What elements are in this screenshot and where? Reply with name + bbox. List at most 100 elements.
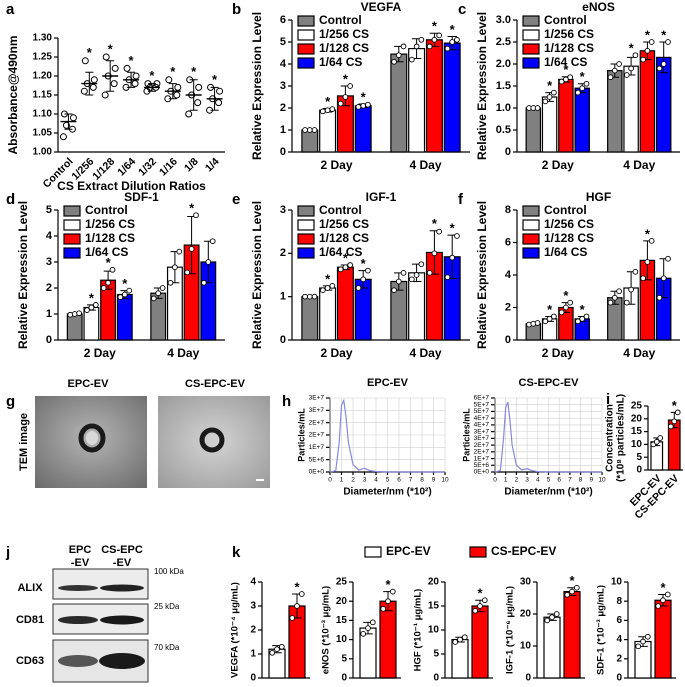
significance-star: * [149,68,155,83]
chart-title: EPC-EV [367,377,409,389]
bar [408,272,426,341]
bar [301,296,319,341]
data-point [342,264,349,271]
significance-star: * [122,276,128,291]
bar [390,53,408,153]
data-point [131,80,139,88]
protein-label: CD63 [16,655,44,667]
x-tick-label: 6 [397,477,401,484]
y-tick-label: 1.25 [33,52,53,63]
y-tick-label: 1 [250,649,256,660]
y-tick-label: 1 [280,124,286,136]
panel-label: e [232,191,240,208]
y-tick-label: 1E+7 [309,444,325,451]
data-point [418,261,425,268]
data-point [551,313,557,320]
data-point [611,294,618,301]
data-point [542,98,549,105]
legend-label: 1/128 CS [319,231,369,245]
x-tick-label: 0 [328,477,332,484]
data-point [607,299,614,306]
legend-swatch [63,233,81,245]
y-axis-title: Particles/mL [296,408,306,462]
y-tick-label: 5 [433,649,439,660]
x-tick-label: 2 Day [84,346,116,360]
y-tick-label: 1.15 [33,90,53,101]
data-point [355,104,362,110]
data-point [101,91,109,99]
y-tick-label: 2 [280,102,286,114]
data-point [656,65,663,72]
y-tick-label: 5 [341,653,347,664]
data-point [426,43,433,50]
x-tick-label: 2 [351,477,355,484]
marker-label: 100 kDa [154,567,184,576]
blot [52,568,149,600]
data-point [418,36,425,43]
y-tick-label: 8 [616,596,622,607]
data-point [329,106,336,112]
x-tick-label: 4 [536,477,540,484]
y-tick-label: 0 [280,334,286,346]
y-tick-label: 2 [46,282,52,294]
y-tick-label: 4 [505,269,512,281]
error-bar [168,83,177,100]
significance-star: * [170,64,176,79]
marker-label: 70 kDa [154,643,180,652]
data-point [110,80,118,88]
band [58,655,98,667]
y-tick-label: 6 [505,236,511,248]
legend-swatch [297,205,315,217]
y-tick-label: 10 [611,577,623,588]
y-tick-label: 25 [336,577,348,588]
y-axis-title: HGF (*10⁻¹ μg/mL) [413,589,424,672]
y-tick-label: 15 [428,601,440,612]
data-point [409,276,415,283]
y-tick-label: 4E+7 [474,415,490,422]
y-tick-label: 0 [341,673,347,684]
data-point [209,238,216,245]
vesicle-core [207,435,217,445]
band [100,584,144,592]
legend-swatch [522,29,540,41]
data-point [544,617,551,624]
data-point [409,56,415,63]
data-point [436,32,442,39]
x-tick-label: 1/16 [157,155,180,178]
data-point [534,320,541,326]
data-point [184,269,191,276]
significance-star: * [645,226,651,241]
bar [543,616,561,679]
tem-panel: g EPC-EV CS-EPC-EV TEM image [6,378,270,488]
data-point [81,57,89,65]
significance-star: * [361,89,367,104]
panel-label: a [6,1,15,18]
panel-label: b [232,1,241,18]
data-point [567,299,574,306]
legend-swatch [63,205,81,217]
data-point [123,64,131,72]
legend-label: 1/128 CS [85,231,135,245]
column-label: EPC-EV [68,378,110,390]
chart-title: IGF-1 [366,190,397,204]
legend-swatch [469,546,487,558]
data-point [472,607,479,614]
y-tick-label: 3E+7 [309,407,325,414]
y-tick-label: 0 [636,465,642,476]
y-tick-label: 10 [631,439,643,450]
data-point [655,603,662,609]
y-tick-label: 5E+6 [474,462,490,469]
chart-title: VEGFA [361,0,402,14]
y-tick-label: 3 [280,80,286,92]
bar [654,599,672,679]
data-point [76,310,82,317]
data-point [635,643,642,650]
error-bar [64,113,73,130]
data-point [121,291,128,298]
data-point [628,65,634,72]
data-point [640,56,646,63]
x-tick-label: 1 [340,477,344,484]
x-tick-label: 10 [598,477,606,484]
data-point [400,269,407,276]
significance-star: * [87,45,93,60]
